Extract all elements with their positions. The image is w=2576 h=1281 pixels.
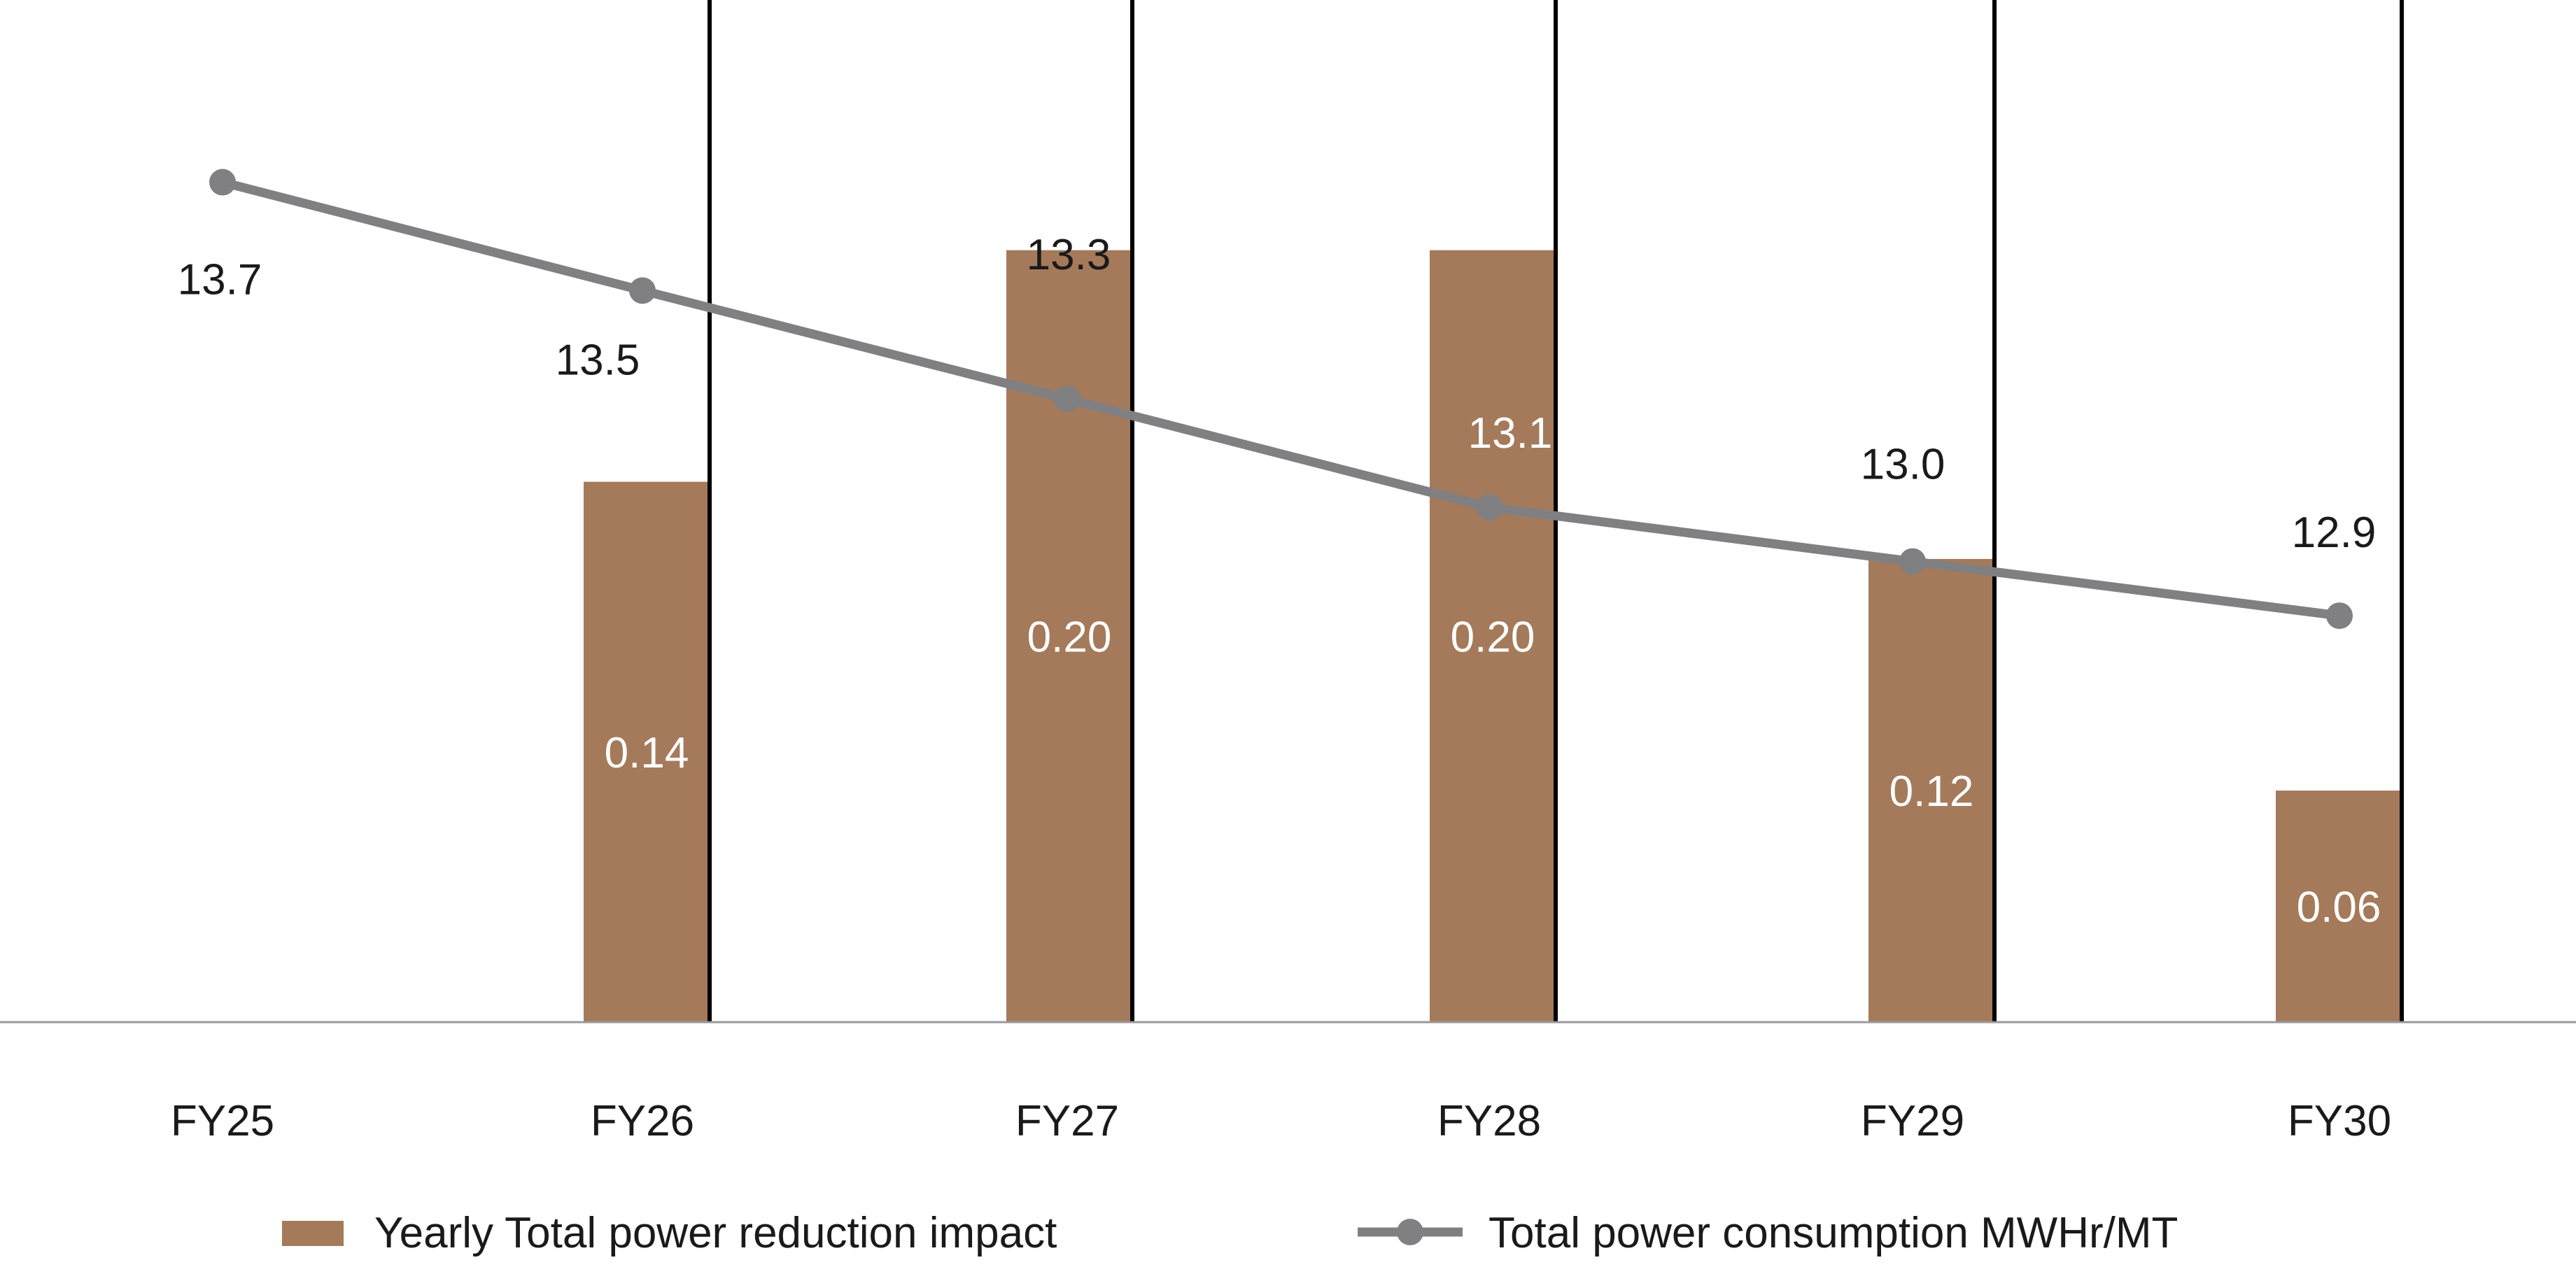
category-label-fy28: FY28: [1437, 1097, 1541, 1145]
bar-labels-layer: 0.14 0.20 0.20 0.12 0.06: [605, 613, 2381, 931]
bar-value-label-fy26: 0.14: [605, 729, 689, 777]
line-points-layer: [209, 169, 2353, 630]
line-point-fy30: [2326, 602, 2353, 630]
line-value-label-fy27: 13.3: [1027, 231, 1111, 279]
line-value-label-fy25: 13.7: [178, 255, 262, 304]
legend-bar-swatch: [282, 1221, 344, 1246]
bar-fy29: [1868, 558, 1994, 1022]
line-value-label-fy29: 13.0: [1861, 441, 1945, 489]
bar-fy30: [2276, 790, 2402, 1022]
bar-value-label-fy28: 0.20: [1451, 613, 1535, 661]
line-point-fy26: [629, 277, 656, 304]
bar-value-label-fy27: 0.20: [1027, 613, 1112, 661]
category-label-fy27: FY27: [1015, 1097, 1119, 1145]
category-labels-layer: FY25 FY26 FY27 FY28 FY29 FY30: [171, 1097, 2391, 1145]
category-label-fy30: FY30: [2288, 1097, 2391, 1145]
category-label-fy26: FY26: [591, 1097, 694, 1145]
bars-layer: [584, 250, 2402, 1023]
dividers-layer: [708, 0, 2404, 1022]
bar-fy26: [584, 481, 710, 1022]
bar-fy28: [1430, 250, 1556, 1023]
bar-value-label-fy29: 0.12: [1889, 767, 1974, 816]
series-line-total-power-consumption: [218, 177, 2344, 621]
line-point-fy27: [1054, 385, 1081, 413]
line-point-fy29: [1899, 548, 1926, 575]
legend-line-marker: [1397, 1219, 1423, 1245]
legend-bar-label: Yearly Total power reduction impact: [374, 1209, 1057, 1257]
line-value-label-fy26: 13.5: [556, 336, 640, 384]
line-point-fy25: [209, 169, 236, 196]
line-value-label-fy30: 12.9: [2292, 509, 2377, 557]
category-label-fy25: FY25: [171, 1097, 274, 1145]
line-point-fy28: [1476, 494, 1502, 521]
bar-value-label-fy30: 0.06: [2297, 883, 2381, 931]
line-value-label-fy28: 13.1: [1468, 409, 1553, 458]
bar-fy27: [1006, 250, 1132, 1023]
legend-line-label: Total power consumption MWHr/MT: [1488, 1209, 2178, 1257]
legend: Yearly Total power reduction impact Tota…: [282, 1209, 2178, 1257]
category-label-fy29: FY29: [1861, 1097, 1964, 1145]
line-labels-layer: 13.7 13.5 13.3 13.1 13.0 12.9: [178, 231, 2377, 557]
